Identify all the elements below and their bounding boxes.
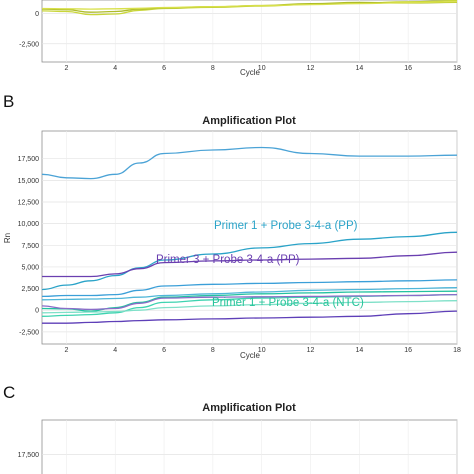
x-tick-label: 4 [113,347,117,354]
panel-b-chart: B Amplification Plot 17,50015,00012,5001… [3,92,461,360]
panel-c-plot-frame [41,419,458,474]
panel-a-x-axis-label: Cycle [240,68,261,77]
y-tick-label: 15,000 [18,178,40,185]
series-line-2 [41,231,458,291]
panel-b-x-ticks: 2 4 6 8 10 12 14 16 18 [64,347,461,354]
x-tick-label: 4 [113,65,117,72]
panel-b-title: Amplification Plot [202,115,296,127]
x-tick-label: 2 [64,347,68,354]
series-line-9 [42,310,458,324]
y-tick-label: 5,000 [21,264,39,271]
annotation-primer1-pp: Primer 1 + Probe 3-4-a (PP) [214,220,358,232]
panel-b-x-axis-label: Cycle [240,351,261,360]
x-tick-label: 18 [453,65,461,72]
x-tick-label: 16 [404,347,412,354]
annotation-primer1-ntc: Primer 1 + Probe 3-4-a (NTC) [212,297,364,309]
x-tick-label: 8 [211,347,215,354]
panel-a-plot-frame [41,0,458,63]
series-line-5 [41,287,458,301]
y-tick-label: 12,500 [18,200,40,207]
x-tick-label: 6 [162,347,166,354]
x-tick-label: 16 [404,65,412,72]
panel-a-series [41,0,458,16]
y-tick-label: 17,500 [18,156,40,163]
series-line-3 [41,1,458,10]
x-tick-label: 14 [355,347,363,354]
y-tick-label: 0 [35,11,39,18]
x-tick-label: 14 [355,65,363,72]
panel-c-gridlines [42,420,458,474]
x-tick-label: 2 [64,65,68,72]
x-tick-label: 10 [258,65,266,72]
series-line-4 [41,279,458,298]
y-tick-label: 17,500 [18,452,40,459]
panel-b-letter: B [3,92,14,111]
y-tick-label: 7,500 [21,243,39,250]
x-tick-label: 12 [307,347,315,354]
y-tick-label: 2,500 [21,286,39,293]
series-line-8 [41,293,458,311]
series-line-6 [41,290,458,312]
series-line-10 [41,300,458,314]
y-tick-label: -2,500 [19,329,39,336]
panel-a-chart: 0 -2,500 2 4 6 8 10 12 14 16 18 Cycle [19,0,461,77]
series-line-3 [42,251,458,278]
x-tick-label: 18 [453,347,461,354]
y-tick-label: -2,500 [19,41,39,48]
x-tick-label: 6 [162,65,166,72]
y-tick-label: 10,000 [18,221,40,228]
annotation-primer3-pp: Primer 3 + Probe 3-4-a (PP) [156,254,300,266]
y-tick-label: 0 [35,308,39,315]
panel-c-title: Amplification Plot [202,402,296,414]
panel-b-series [41,146,458,324]
panel-a-gridlines [42,0,458,62]
panel-c-letter: C [3,383,15,402]
panel-a-x-ticks: 2 4 6 8 10 12 14 16 18 [64,65,461,72]
x-tick-label: 12 [307,65,315,72]
panel-b-y-ticks: 17,500 15,000 12,500 10,000 7,500 5,000 2,500 0… [18,156,40,336]
panel-b-gridlines [42,131,458,344]
series-line-1 [41,146,458,180]
x-tick-label: 10 [258,347,266,354]
x-tick-label: 8 [211,65,215,72]
panel-a-y-ticks: 0 -2,500 [19,11,39,48]
panel-b-y-axis-label: Rn [3,233,12,243]
